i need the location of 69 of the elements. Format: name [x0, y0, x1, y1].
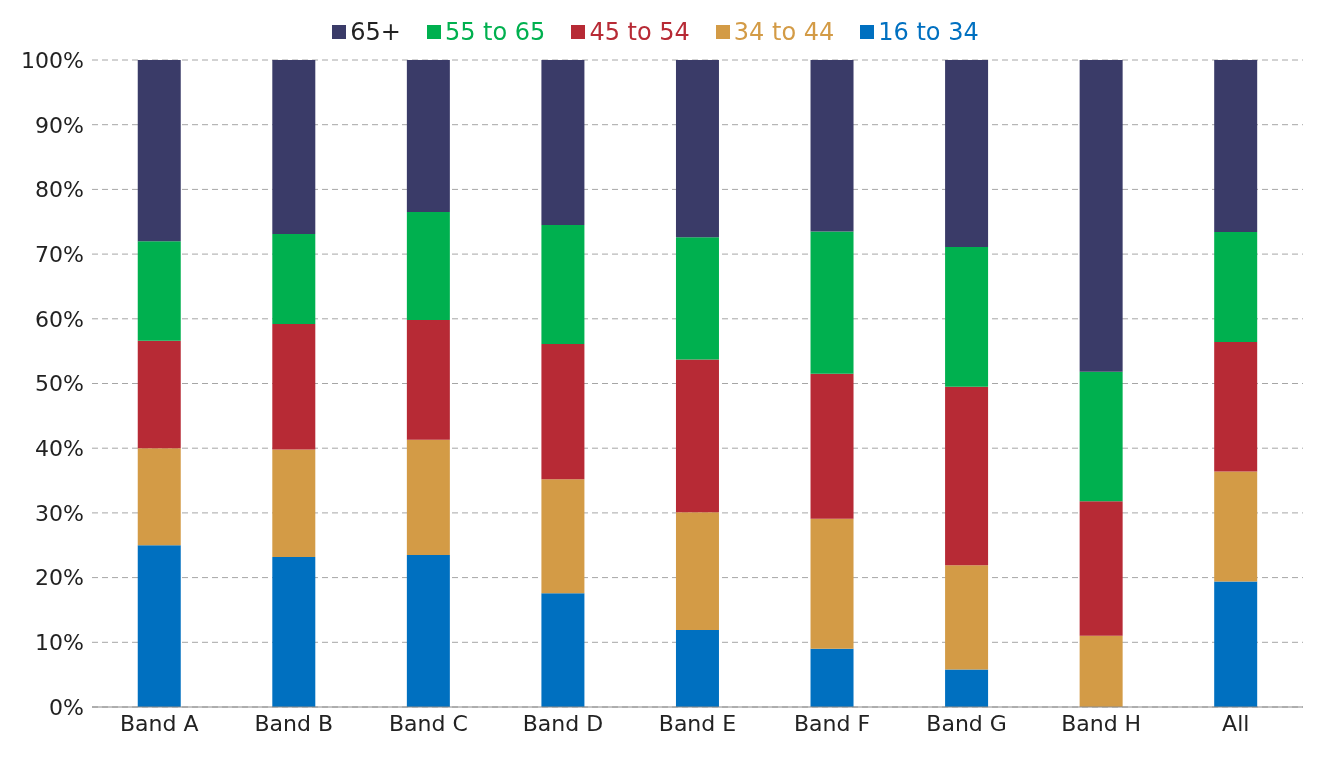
bar: [1214, 232, 1258, 343]
bar: [810, 60, 854, 232]
y-tick-label: 70%: [35, 241, 84, 267]
bar: [406, 60, 450, 213]
bar: [1214, 342, 1258, 472]
x-tick-label: Band B: [254, 710, 334, 736]
bar: [1214, 471, 1258, 582]
bar: [541, 60, 585, 225]
y-tick-label: 40%: [35, 436, 84, 462]
bar: [137, 340, 181, 449]
x-tick-label: Band H: [1061, 710, 1142, 736]
bar: [406, 320, 450, 440]
legend-label: 34 to 44: [732, 18, 835, 46]
x-tick-label: Band C: [388, 710, 468, 736]
bar: [406, 212, 450, 321]
legend-label: 45 to 54: [588, 18, 690, 46]
bar: [1079, 60, 1123, 372]
bar: [137, 60, 181, 242]
bar: [810, 648, 854, 707]
x-tick-label: Band E: [658, 710, 737, 736]
bar: [675, 630, 719, 707]
bar: [137, 545, 181, 707]
bar: [272, 323, 316, 450]
bar: [406, 554, 450, 707]
bar: [945, 565, 989, 670]
y-tick-label: 20%: [35, 565, 84, 591]
bar: [541, 593, 585, 707]
bar: [810, 231, 854, 374]
bar: [945, 60, 989, 247]
legend-label: 16 to 34: [877, 18, 979, 46]
bar: [406, 439, 450, 555]
x-tick-label: Band G: [926, 710, 1007, 736]
bar: [272, 449, 316, 557]
bar: [1214, 60, 1258, 233]
bar: [1079, 501, 1123, 636]
y-tick-label: 90%: [35, 112, 84, 138]
x-tick-label: Band A: [120, 710, 199, 736]
bar: [1214, 581, 1258, 707]
bar: [945, 386, 989, 566]
legend-label: 65+: [349, 18, 401, 46]
x-tick-label: Band D: [522, 710, 604, 736]
bar: [810, 518, 854, 649]
bar: [675, 60, 719, 238]
x-tick-label: All: [1222, 710, 1250, 736]
bar: [945, 669, 989, 707]
bar: [1079, 371, 1123, 502]
bar: [541, 479, 585, 594]
bar: [675, 237, 719, 360]
y-tick-label: 100%: [21, 47, 84, 73]
bar: [272, 556, 316, 707]
y-tick-label: 0%: [49, 694, 84, 720]
y-tick-label: 50%: [35, 371, 84, 397]
bar: [137, 241, 181, 341]
y-tick-label: 30%: [35, 500, 84, 526]
bar: [945, 246, 989, 387]
bar: [675, 512, 719, 631]
x-tick-label: Band F: [793, 710, 871, 736]
y-tick-label: 80%: [35, 177, 84, 203]
bar: [541, 224, 585, 345]
bar: [137, 448, 181, 546]
bar: [810, 373, 854, 519]
legend-label: 55 to 65: [443, 18, 546, 46]
bar: [272, 234, 316, 324]
bar: [675, 359, 719, 513]
bar: [1079, 635, 1123, 707]
y-tick-label: 60%: [35, 306, 84, 332]
bar: [541, 344, 585, 480]
y-tick-label: 10%: [35, 630, 84, 656]
bar: [272, 60, 316, 235]
